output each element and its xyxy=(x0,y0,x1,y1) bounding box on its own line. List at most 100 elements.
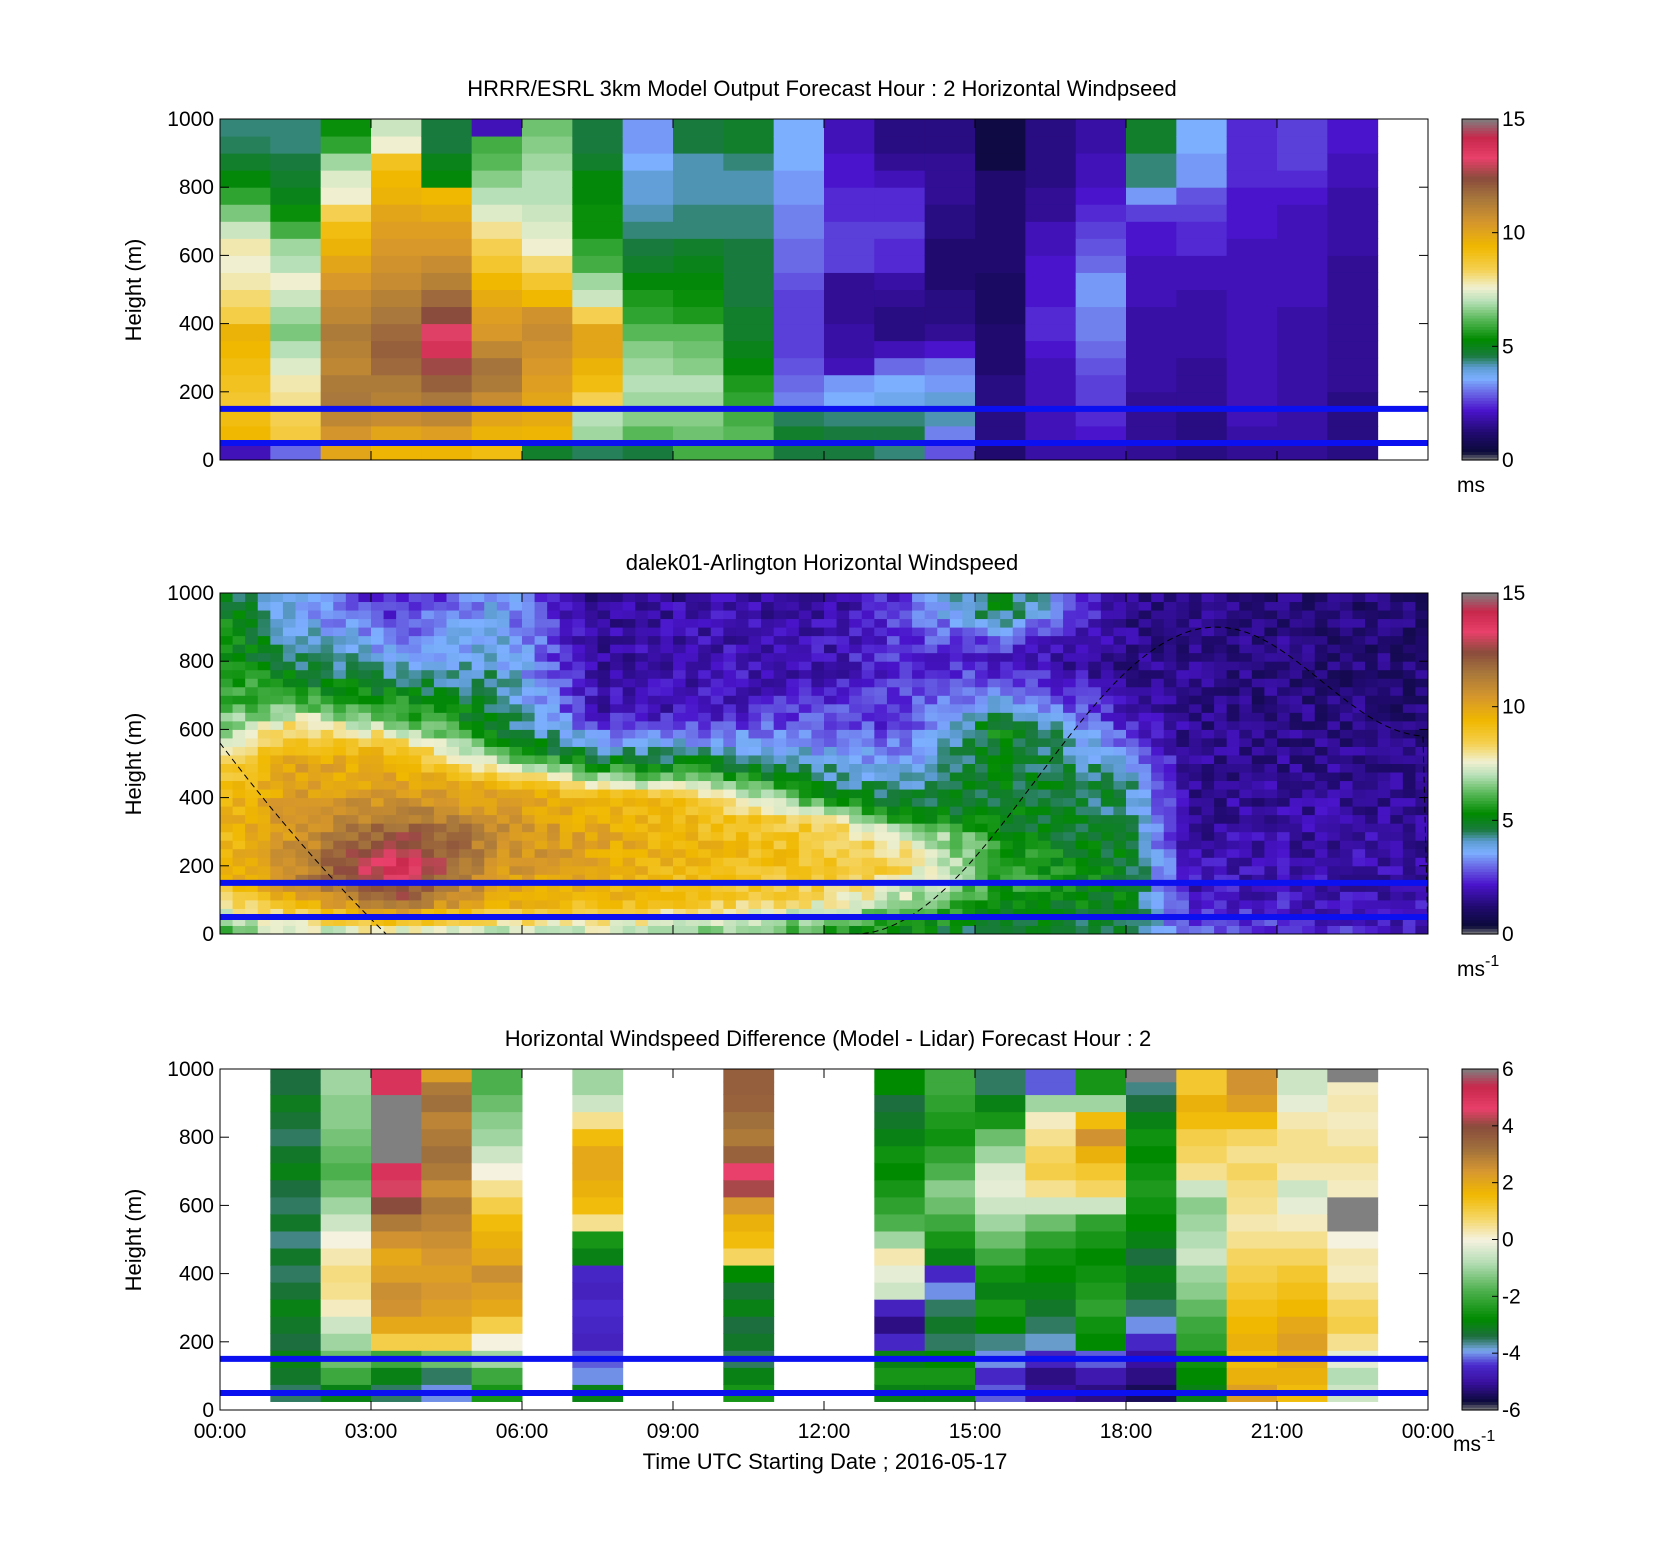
heatmap-cell xyxy=(522,840,536,850)
heatmap-cell xyxy=(1226,153,1278,171)
heatmap-cell xyxy=(874,916,888,926)
heatmap-cell xyxy=(1377,618,1391,628)
heatmap-cell xyxy=(912,601,926,611)
heatmap-cell xyxy=(698,840,712,850)
heatmap-cell xyxy=(433,678,447,688)
heatmap-cell xyxy=(874,882,888,892)
heatmap-cell xyxy=(899,780,913,790)
colorbar-swatch xyxy=(1462,624,1498,628)
heatmap-cell xyxy=(1126,678,1140,688)
heatmap-cell xyxy=(798,737,812,747)
heatmap-cell xyxy=(1176,340,1228,359)
heatmap-cell xyxy=(522,635,536,645)
heatmap-cell xyxy=(584,908,598,918)
heatmap-cell xyxy=(899,593,913,603)
heatmap-cell xyxy=(358,686,372,696)
heatmap-cell xyxy=(874,136,926,154)
heatmap-cell xyxy=(1339,865,1353,875)
heatmap-cell xyxy=(1377,720,1391,730)
heatmap-cell xyxy=(975,644,989,654)
heatmap-cell xyxy=(1075,686,1089,696)
heatmap-cell xyxy=(899,874,913,884)
heatmap-cell xyxy=(1176,170,1228,188)
heatmap-cell xyxy=(433,593,447,603)
heatmap-cell xyxy=(1012,797,1026,807)
heatmap-cell xyxy=(761,618,775,628)
heatmap-cell xyxy=(1352,848,1366,858)
heatmap-cell xyxy=(773,289,825,308)
heatmap-cell xyxy=(559,780,573,790)
heatmap-cell xyxy=(1100,865,1114,875)
heatmap-cell xyxy=(874,1081,926,1096)
heatmap-cell xyxy=(698,618,712,628)
colorbar-swatch xyxy=(1462,346,1498,350)
heatmap-cell xyxy=(308,797,322,807)
heatmap-cell xyxy=(509,729,523,739)
heatmap-cell xyxy=(962,806,976,816)
heatmap-cell xyxy=(1251,695,1265,705)
heatmap-cell xyxy=(371,891,385,901)
heatmap-cell xyxy=(1176,754,1190,764)
heatmap-cell xyxy=(836,831,850,841)
heatmap-cell xyxy=(245,882,259,892)
heatmap-cell xyxy=(471,772,485,782)
heatmap-cell xyxy=(635,635,649,645)
heatmap-cell xyxy=(308,814,322,824)
heatmap-cell xyxy=(396,678,410,688)
heatmap-cell xyxy=(572,644,586,654)
heatmap-cell xyxy=(647,703,661,713)
heatmap-cell xyxy=(1352,874,1366,884)
heatmap-cell xyxy=(597,652,611,662)
heatmap-cell xyxy=(1251,814,1265,824)
heatmap-cell xyxy=(257,686,271,696)
heatmap-cell xyxy=(471,1316,523,1334)
heatmap-cell xyxy=(459,669,473,679)
heatmap-cell xyxy=(824,238,875,256)
heatmap-cell xyxy=(975,831,989,841)
heatmap-cell xyxy=(1176,908,1190,918)
heatmap-cell xyxy=(710,806,724,816)
heatmap-cell xyxy=(937,601,951,611)
heatmap-cell xyxy=(975,136,1026,154)
heatmap-cell xyxy=(320,340,372,359)
heatmap-cell xyxy=(937,703,951,713)
heatmap-cell xyxy=(1163,763,1177,773)
heatmap-cell xyxy=(282,635,296,645)
heatmap-cell xyxy=(685,806,699,816)
heatmap-cell xyxy=(496,780,510,790)
heatmap-cell xyxy=(1126,323,1177,342)
heatmap-cell xyxy=(1264,618,1278,628)
heatmap-cell xyxy=(408,789,422,799)
heatmap-cell xyxy=(975,874,989,884)
heatmap-cell xyxy=(874,746,888,756)
heatmap-cell xyxy=(723,857,737,867)
heatmap-cell xyxy=(1339,857,1353,867)
heatmap-cell xyxy=(987,823,1001,833)
heatmap-cell xyxy=(270,618,284,628)
heatmap-cell xyxy=(723,119,775,137)
heatmap-cell xyxy=(710,593,724,603)
heatmap-cell xyxy=(1100,627,1114,637)
heatmap-cell xyxy=(597,746,611,756)
heatmap-cell xyxy=(232,899,246,909)
heatmap-cell xyxy=(899,686,913,696)
heatmap-cell xyxy=(735,789,749,799)
heatmap-cell xyxy=(987,652,1001,662)
heatmap-cell xyxy=(761,593,775,603)
heatmap-cell xyxy=(358,806,372,816)
heatmap-cell xyxy=(345,737,359,747)
heatmap-cell xyxy=(345,729,359,739)
heatmap-cell xyxy=(383,763,397,773)
heatmap-cell xyxy=(1188,593,1202,603)
heatmap-cell xyxy=(1126,1081,1177,1096)
heatmap-cell xyxy=(484,780,498,790)
heatmap-cell xyxy=(673,221,724,239)
heatmap-cell xyxy=(924,746,938,756)
heatmap-cell xyxy=(358,916,372,926)
heatmap-cell xyxy=(459,806,473,816)
heatmap-cell xyxy=(358,644,372,654)
heatmap-cell xyxy=(270,1265,322,1283)
heatmap-cell xyxy=(522,357,573,376)
heatmap-cell xyxy=(647,925,661,935)
panel-lidar-colorbar-unit: ms-1 xyxy=(1457,953,1499,981)
